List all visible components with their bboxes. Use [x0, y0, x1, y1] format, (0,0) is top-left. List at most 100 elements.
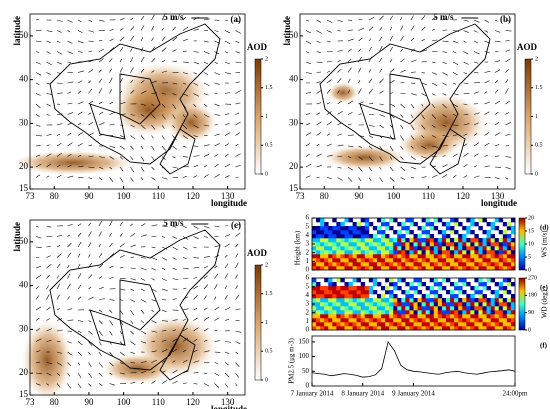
profile-cell [405, 250, 410, 255]
profile-cell [445, 246, 451, 251]
wind-arrow [161, 267, 166, 270]
wind-arrow [98, 111, 104, 115]
wind-arrow [410, 156, 416, 160]
profile-cell [409, 322, 414, 327]
colorbar-tick-label: 1.5 [265, 85, 273, 91]
profile-cell [393, 306, 398, 311]
wind-arrow [224, 92, 231, 94]
profile-cell [462, 254, 467, 259]
wind-arrow [214, 284, 218, 290]
profile-cell [421, 250, 426, 255]
profile-cell [437, 262, 443, 267]
wind-arrow [46, 153, 52, 157]
profile-cell [466, 262, 471, 267]
wind-arrow [172, 145, 177, 150]
wind-arrow [400, 166, 406, 171]
profile-cell [348, 218, 353, 223]
profile-cell [454, 326, 459, 331]
profile-cell [320, 234, 325, 239]
wind-arrow [505, 30, 512, 32]
profile-cell [478, 258, 483, 263]
wind-arrow [316, 112, 321, 115]
wind-arrow [88, 88, 93, 94]
profile-cell [437, 246, 443, 251]
wind-arrow [56, 40, 61, 44]
wind-arrow [77, 253, 81, 258]
profile-cell [336, 250, 341, 255]
profile-cell [466, 266, 471, 271]
wind-arrow [46, 175, 50, 178]
wind-arrow [130, 26, 135, 31]
wind-arrow [410, 135, 415, 140]
wind-arrow [130, 48, 133, 52]
profile-cell [425, 298, 431, 303]
wind-arrow [400, 145, 404, 150]
wind-arrow [379, 145, 384, 151]
wind-arrow [389, 156, 393, 160]
wind-arrow [326, 133, 331, 136]
profile-cell [409, 266, 414, 271]
wind-arrow [484, 91, 488, 94]
wind-arrow [109, 330, 113, 336]
profile-cell [458, 246, 463, 251]
profile-cell [494, 302, 500, 307]
profile-cell [421, 318, 426, 323]
profile-cell [332, 290, 337, 295]
wind-arrow [67, 61, 72, 64]
wind-arrow [442, 61, 447, 65]
profile-cell [348, 302, 353, 307]
map-frame [299, 13, 516, 190]
profile-cell [348, 258, 353, 263]
profile-cell [360, 318, 366, 323]
profile-cell [397, 322, 402, 327]
profile-cell [360, 286, 366, 291]
profile-cell [320, 306, 325, 311]
profile-cell [368, 234, 374, 239]
wind-arrow [337, 122, 342, 126]
profile-cell [510, 266, 516, 271]
wind-arrow [119, 362, 124, 365]
wind-arrow [109, 383, 115, 386]
wind-arrow [347, 67, 352, 73]
wind-arrow [505, 177, 509, 180]
wind-arrow [379, 177, 384, 183]
wind-arrow [326, 102, 330, 105]
wind-arrow [358, 88, 362, 94]
profile-cell [425, 242, 431, 247]
wind-arrow [56, 283, 60, 290]
wind-arrow [77, 51, 83, 53]
wind-arrow [452, 40, 458, 43]
profile-cell [494, 238, 500, 243]
wind-arrow [182, 327, 188, 332]
wind-arrow [77, 296, 82, 300]
wind-arrow [224, 307, 231, 311]
profile-cell [417, 246, 422, 251]
wind-arrow [235, 262, 239, 269]
y-tick-label: 3 [306, 240, 310, 248]
profile-cell [494, 318, 500, 323]
profile-cell [421, 302, 426, 307]
wind-arrow [88, 296, 94, 300]
profile-cell [510, 314, 516, 319]
profile-cell [348, 314, 353, 319]
wind-arrow [109, 156, 115, 160]
wind-arrow [316, 89, 322, 94]
wind-arrow [494, 69, 501, 73]
profile-cell [344, 254, 349, 259]
profile-cell [425, 250, 431, 255]
wind-arrow [109, 47, 115, 52]
profile-cell [393, 218, 398, 223]
wind-arrow [400, 36, 404, 42]
profile-cell [328, 286, 333, 291]
profile-cell [356, 246, 362, 251]
profile-cell [494, 266, 500, 271]
wind-arrow [193, 295, 198, 300]
wind-arrow [463, 152, 469, 157]
wind-arrow [56, 362, 63, 366]
profile-cell [482, 310, 487, 315]
wind-arrow [98, 244, 101, 248]
wind-arrow [35, 93, 41, 96]
profile-cell [389, 266, 394, 271]
profile-cell [425, 322, 431, 327]
wind-arrow [358, 113, 362, 115]
